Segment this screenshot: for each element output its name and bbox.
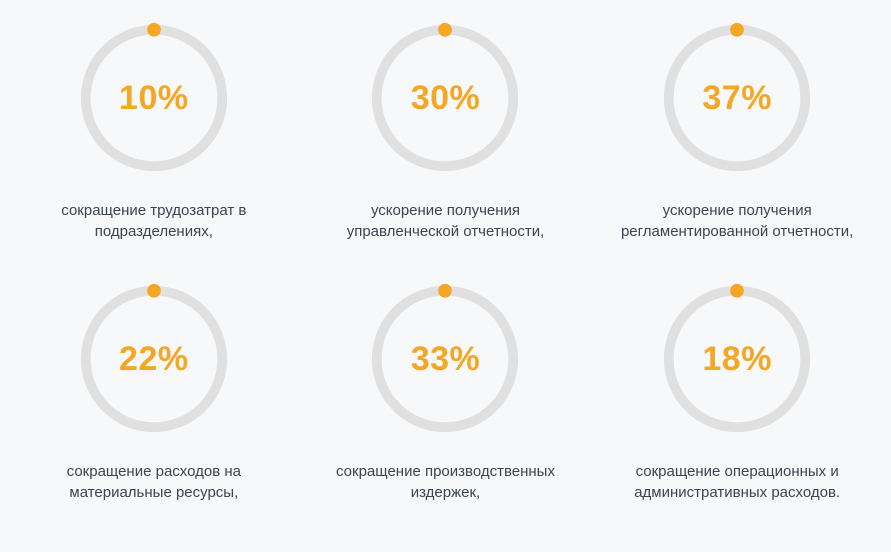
donut-label: сокращение производственных издержек, <box>336 463 555 501</box>
donut-chart: 10% <box>76 20 232 176</box>
donut-arc <box>370 283 521 435</box>
donut-value: 30% <box>410 78 481 117</box>
donut-label: ускорение получения регламентированной о… <box>620 202 854 240</box>
donut-arc <box>662 283 813 435</box>
donut-arc <box>370 22 521 174</box>
donut-value: 18% <box>702 339 772 378</box>
donut-ring-icon <box>78 283 229 435</box>
donut-value: 10% <box>119 78 189 117</box>
donut-value: 33% <box>410 339 481 378</box>
donut-arc <box>78 283 229 435</box>
donut-chart: 18% <box>659 281 815 437</box>
donut-chart: 22% <box>76 281 232 437</box>
donut-label: сокращение операционных и административн… <box>634 463 841 501</box>
donut-ring-icon <box>662 283 813 435</box>
donut-chart: 30% <box>367 20 523 176</box>
donut-arc <box>662 22 813 174</box>
donut-chart: 37% <box>659 20 815 176</box>
donut-stat: 30% ускорение получения управленческой о… <box>300 20 592 281</box>
donut-ring-icon <box>662 22 813 174</box>
donut-label: сокращение расходов на материальные ресу… <box>66 463 241 501</box>
donut-chart: 33% <box>367 281 523 437</box>
donut-ring-icon <box>370 22 521 174</box>
donut-label: ускорение получения управленческой отчет… <box>346 202 545 240</box>
donut-ring-icon <box>370 283 521 435</box>
donut-ring-icon <box>78 22 229 174</box>
donut-stat: 37% ускорение получения регламентированн… <box>591 20 883 281</box>
donut-value: 22% <box>119 339 189 378</box>
donut-stat: 33% сокращение производственных издержек… <box>300 281 592 542</box>
donut-stat: 10% сокращение трудозатрат в подразделен… <box>8 20 300 281</box>
donut-arc <box>78 22 229 174</box>
donut-stat: 18% сокращение операционных и администра… <box>591 281 883 542</box>
donut-value: 37% <box>702 78 772 117</box>
donut-label: сокращение трудозатрат в подразделениях, <box>61 202 247 240</box>
donut-stat: 22% сокращение расходов на материальные … <box>8 281 300 542</box>
